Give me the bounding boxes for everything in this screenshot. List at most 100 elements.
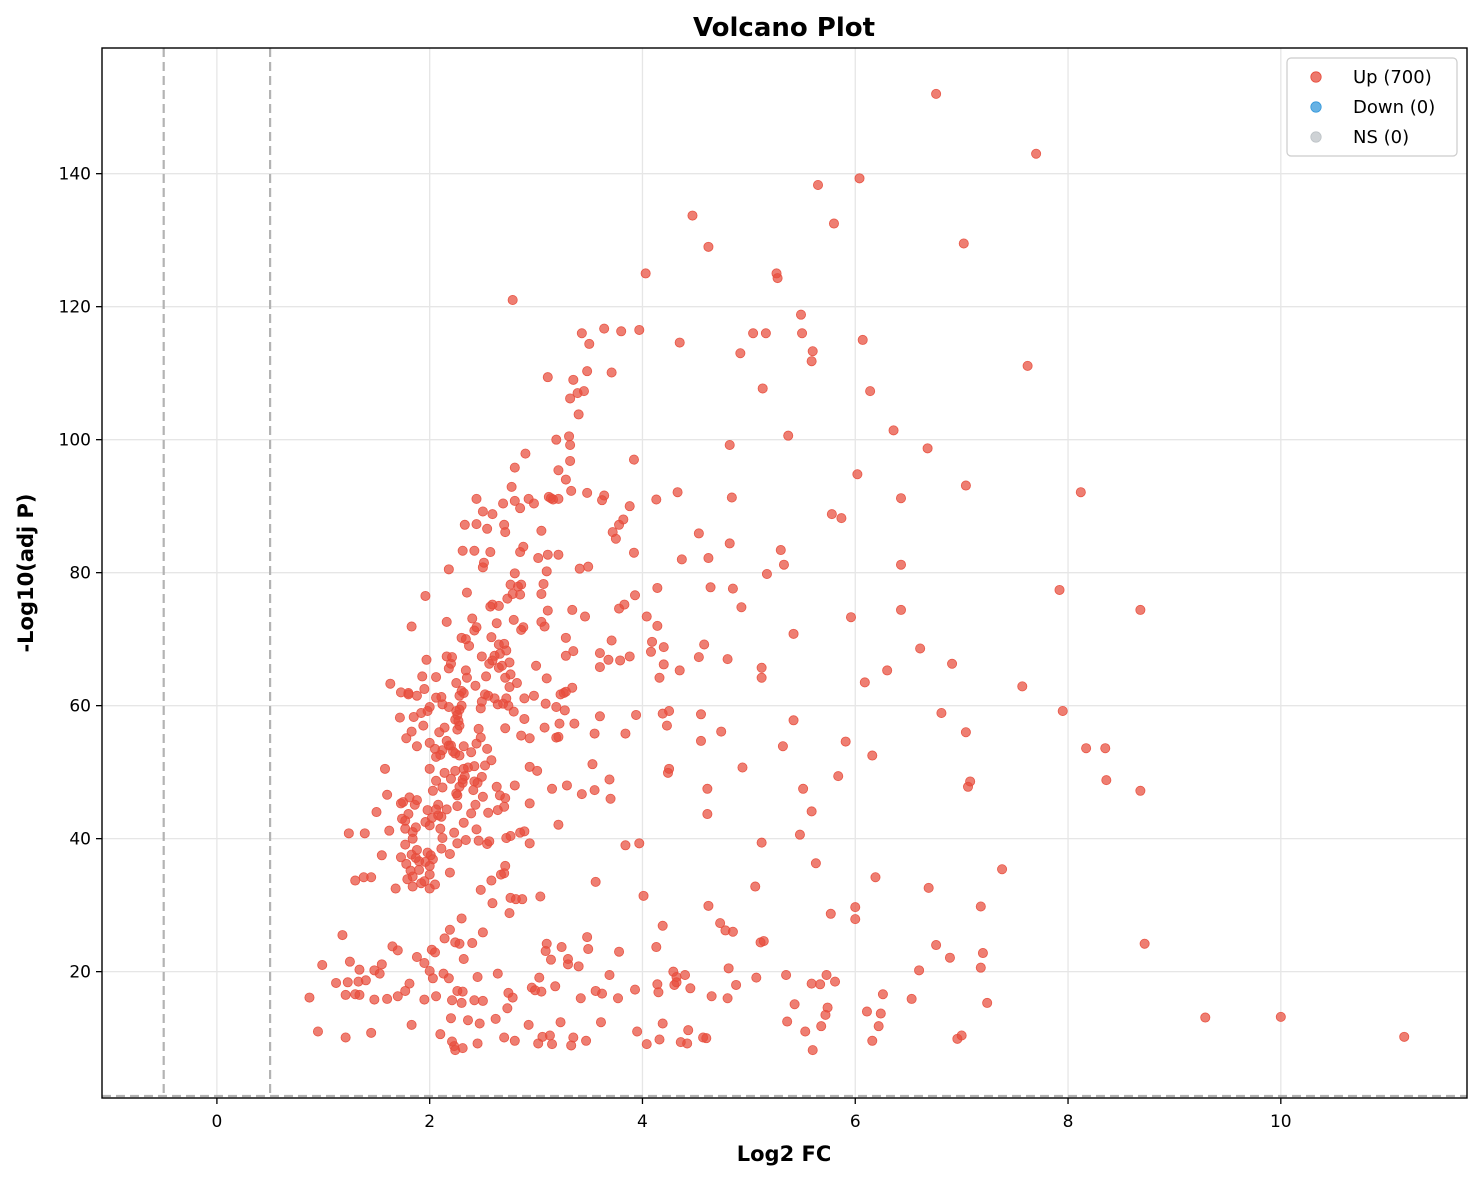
point-up (542, 372, 553, 383)
point-up (475, 884, 486, 895)
point-up (698, 1032, 709, 1043)
y-tick-label: 60 (69, 697, 91, 717)
point-up (430, 947, 441, 958)
x-axis-label: Log2 FC (737, 1142, 832, 1166)
legend: Up (700) Down (0) NS (0) (1286, 57, 1458, 157)
point-up (480, 760, 491, 771)
point-up (409, 799, 420, 810)
x-tick-label: 4 (637, 1112, 648, 1132)
point-up (407, 881, 418, 892)
point-up (337, 930, 348, 941)
point-up (424, 860, 435, 871)
point-up (477, 927, 488, 938)
point-up (468, 785, 479, 796)
point-up (568, 646, 579, 657)
point-up (498, 498, 509, 509)
point-up (385, 678, 396, 689)
point-up (1275, 1011, 1286, 1022)
point-up (960, 480, 971, 491)
point-up (477, 791, 488, 802)
point-up (658, 642, 669, 653)
point-up (471, 493, 482, 504)
point-up (794, 829, 805, 840)
point-up (652, 582, 663, 593)
point-up (735, 348, 746, 359)
point-up (547, 1039, 558, 1050)
point-up (470, 680, 481, 691)
point-up (782, 1016, 793, 1027)
point-up (922, 443, 933, 454)
point-up (444, 867, 455, 878)
point-up (756, 662, 767, 673)
point-up (640, 268, 651, 279)
point-up (376, 959, 387, 970)
point-up (1081, 743, 1092, 754)
legend-marker-down (1310, 101, 1322, 113)
point-up (484, 658, 495, 669)
point-up (414, 864, 425, 875)
point-up (459, 519, 470, 530)
point-up (509, 495, 520, 506)
point-up (382, 789, 393, 800)
point-up (810, 858, 821, 869)
point-up (562, 959, 573, 970)
point-up (1031, 148, 1042, 159)
point-up (581, 1035, 592, 1046)
point-up (458, 741, 469, 752)
point-up (645, 646, 656, 657)
point-up (538, 578, 549, 589)
point-up (936, 707, 947, 718)
point-up (597, 495, 608, 506)
point-up (599, 323, 610, 334)
point-up (509, 568, 520, 579)
point-up (304, 992, 315, 1003)
point-up (473, 835, 484, 846)
point-up (703, 241, 714, 252)
point-up (485, 547, 496, 558)
point-up (439, 767, 450, 778)
point-up (830, 976, 841, 987)
point-up (402, 874, 413, 885)
point-up (456, 913, 467, 924)
point-up (376, 850, 387, 861)
y-tick-label: 140 (59, 165, 91, 185)
point-up (559, 705, 570, 716)
point-up (401, 733, 412, 744)
point-up (384, 825, 395, 836)
point-up (533, 553, 544, 564)
point-up (736, 602, 747, 613)
point-up (476, 651, 487, 662)
point-up (395, 798, 406, 809)
point-up (703, 553, 714, 564)
point-up (652, 620, 663, 631)
point-up (431, 692, 442, 703)
point-up (638, 890, 649, 901)
point-up (344, 956, 355, 967)
point-up (466, 747, 477, 758)
point-up (515, 589, 526, 600)
y-tick-label: 40 (69, 830, 91, 850)
point-up (532, 765, 543, 776)
point-up (472, 971, 483, 982)
point-up (486, 632, 497, 643)
point-up (615, 655, 626, 666)
point-up (487, 898, 498, 909)
point-up (877, 989, 888, 1000)
point-up (958, 238, 969, 249)
point-up (419, 958, 430, 969)
point-up (806, 978, 817, 989)
point-up (534, 972, 545, 983)
point-up (1399, 1031, 1410, 1042)
point-up (499, 868, 510, 879)
point-up (624, 651, 635, 662)
point-up (772, 273, 783, 284)
point-up (536, 986, 547, 997)
point-up (731, 979, 742, 990)
point-up (682, 1038, 693, 1049)
point-up (382, 993, 393, 1004)
x-tick-label: 6 (850, 1112, 861, 1132)
point-up (651, 942, 662, 953)
point-up (833, 771, 844, 782)
point-up (354, 964, 365, 975)
